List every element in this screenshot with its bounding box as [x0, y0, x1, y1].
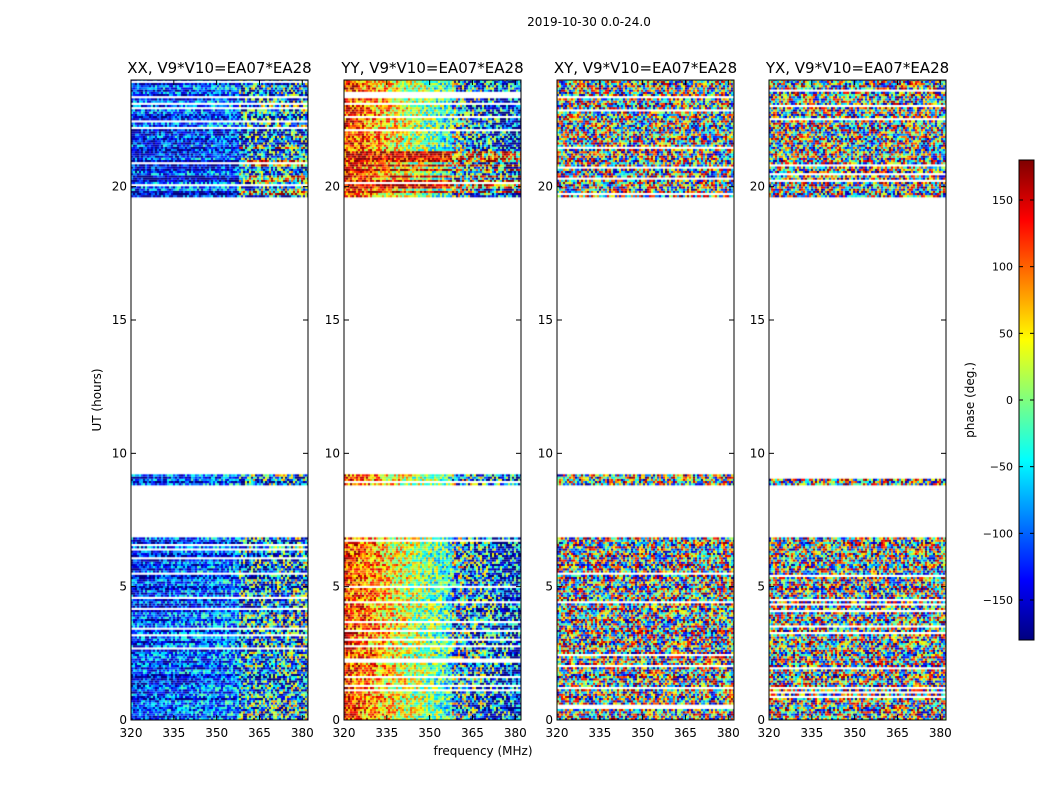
colorbar-tick-label: 100: [992, 261, 1013, 274]
x-tick-label: 365: [461, 726, 484, 740]
panel-xx: XX, V9*V10=EA07*EA28 320 335 350 365 380 0 5 10 1…: [112, 59, 314, 740]
x-tick-label: 320: [546, 726, 569, 740]
y-tick-label: 0: [757, 713, 765, 727]
x-tick-label: 335: [800, 726, 823, 740]
y-tick-label: 10: [750, 446, 765, 460]
y-tick-label: 0: [119, 713, 127, 727]
phase-heatmap: [557, 80, 734, 720]
y-tick-label: 10: [112, 446, 127, 460]
panel-xy: XY, V9*V10=EA07*EA28 320 335 350 365 380 0 5 10 1…: [538, 59, 740, 740]
y-tick-label: 15: [325, 313, 340, 327]
x-tick-label: 365: [886, 726, 909, 740]
y-tick-label: 0: [545, 713, 553, 727]
y-tick-label: 10: [325, 446, 340, 460]
phase-heatmap: [131, 80, 308, 720]
colorbar: 150 100 50 0 −50 −100 −150: [983, 159, 1035, 641]
x-tick-label: 350: [631, 726, 654, 740]
x-tick-label: 365: [248, 726, 271, 740]
x-tick-label: 320: [120, 726, 143, 740]
y-tick-label: 20: [325, 180, 340, 194]
panel-title: XX, V9*V10=EA07*EA28: [127, 59, 311, 77]
panel-frame: [343, 79, 522, 721]
panel-title: XY, V9*V10=EA07*EA28: [554, 59, 737, 77]
panel-frame: [556, 79, 735, 721]
x-tick-label: 350: [418, 726, 441, 740]
panel-title: YY, V9*V10=EA07*EA28: [340, 59, 523, 77]
y-tick-label: 15: [750, 313, 765, 327]
phase-heatmap: [344, 80, 521, 720]
phase-heatmap: [769, 80, 946, 720]
y-tick-label: 20: [112, 180, 127, 194]
colorbar-tick-label: 50: [999, 327, 1013, 340]
x-tick-label: 380: [291, 726, 314, 740]
x-tick-label: 335: [588, 726, 611, 740]
x-tick-label: 335: [375, 726, 398, 740]
y-tick-label: 5: [545, 580, 553, 594]
colorbar-tick-label: −50: [990, 461, 1013, 474]
x-tick-label: 350: [205, 726, 228, 740]
panel-frame: [768, 79, 947, 721]
x-tick-label: 380: [504, 726, 527, 740]
x-tick-label: 380: [717, 726, 740, 740]
panel-yy: YY, V9*V10=EA07*EA28 320 335 350 365 380 0 5 10 1…: [325, 59, 527, 740]
panel-group: XX, V9*V10=EA07*EA28 320 335 350 365 380 0 5 10 1…: [112, 59, 952, 740]
y-axis-label: UT (hours): [90, 368, 104, 431]
panel-frame: [130, 79, 309, 721]
colorbar-tick-label: 0: [1006, 394, 1013, 407]
x-tick-label: 380: [929, 726, 952, 740]
panel-yx: YX, V9*V10=EA07*EA28 320 335 350 365 380 0 5 10 1…: [750, 59, 952, 740]
colorbar-tick-label: 150: [992, 194, 1013, 207]
y-tick-label: 20: [538, 180, 553, 194]
y-tick-label: 15: [112, 313, 127, 327]
x-tick-label: 320: [333, 726, 356, 740]
x-tick-label: 320: [758, 726, 781, 740]
x-tick-label: 365: [674, 726, 697, 740]
y-tick-label: 15: [538, 313, 553, 327]
y-tick-label: 5: [757, 580, 765, 594]
colorbar-tick-label: −100: [983, 527, 1013, 540]
y-tick-label: 5: [119, 580, 127, 594]
y-tick-label: 10: [538, 446, 553, 460]
colorbar-tick-label: −150: [983, 594, 1013, 607]
x-axis-label: frequency (MHz): [433, 744, 532, 758]
figure-title: 2019-10-30 0.0-24.0: [527, 15, 651, 29]
y-tick-label: 0: [332, 713, 340, 727]
y-tick-label: 5: [332, 580, 340, 594]
x-tick-label: 350: [843, 726, 866, 740]
colorbar-label: phase (deg.): [963, 362, 977, 438]
x-tick-label: 335: [162, 726, 185, 740]
y-tick-label: 20: [750, 180, 765, 194]
panel-title: YX, V9*V10=EA07*EA28: [765, 59, 949, 77]
